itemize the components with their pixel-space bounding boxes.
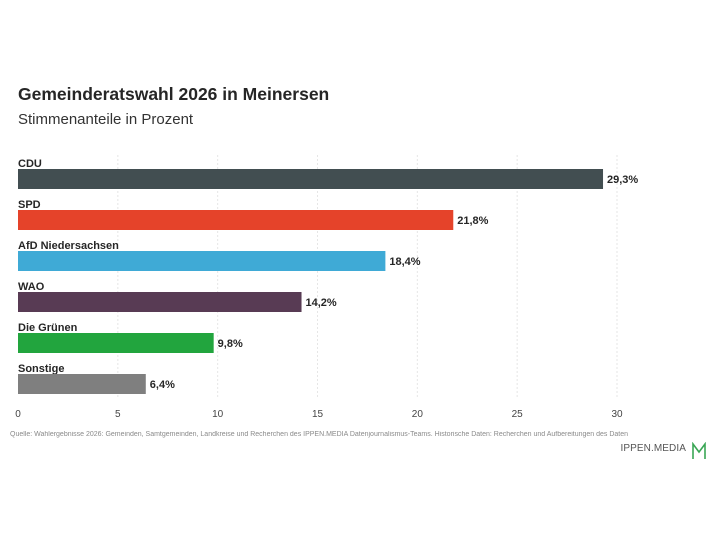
- category-label: AfD Niedersachsen: [18, 240, 119, 252]
- bar: [18, 251, 386, 271]
- brand-name: IPPEN.MEDIA: [620, 443, 686, 454]
- category-label: Sonstige: [18, 363, 64, 375]
- category-label: CDU: [18, 158, 42, 170]
- bar: [18, 333, 214, 353]
- bar: [18, 374, 146, 394]
- chart-title: Gemeinderatswahl 2026 in Meinersen: [18, 84, 330, 104]
- value-label: 14,2%: [306, 297, 337, 309]
- value-label: 21,8%: [457, 215, 488, 227]
- value-label: 9,8%: [218, 338, 243, 350]
- bar: [18, 292, 302, 312]
- bar-chart: CDU 29,3% SPD 21,8% AfD Niedersachsen 18,4% WA…: [15, 155, 638, 420]
- chart-subtitle: Stimmenanteile in Prozent: [18, 111, 194, 128]
- bar: [18, 210, 454, 230]
- value-label: 6,4%: [150, 379, 175, 391]
- bar: [18, 169, 604, 189]
- x-tick-label: 10: [212, 409, 224, 420]
- category-label: SPD: [18, 199, 41, 211]
- category-label: Die Grünen: [18, 322, 78, 334]
- source-note: Quelle: Wahlergebnisse 2026: Gemeinden, …: [10, 431, 629, 438]
- x-tick-label: 20: [412, 409, 424, 420]
- category-label: WAO: [18, 281, 45, 293]
- x-tick-label: 30: [611, 409, 623, 420]
- x-tick-label: 15: [312, 409, 324, 420]
- value-label: 18,4%: [389, 256, 420, 268]
- value-label: 29,3%: [607, 174, 638, 186]
- x-tick-label: 0: [15, 409, 21, 420]
- m-logo-icon: [692, 442, 706, 459]
- x-tick-label: 5: [115, 409, 121, 420]
- x-tick-label: 25: [512, 409, 524, 420]
